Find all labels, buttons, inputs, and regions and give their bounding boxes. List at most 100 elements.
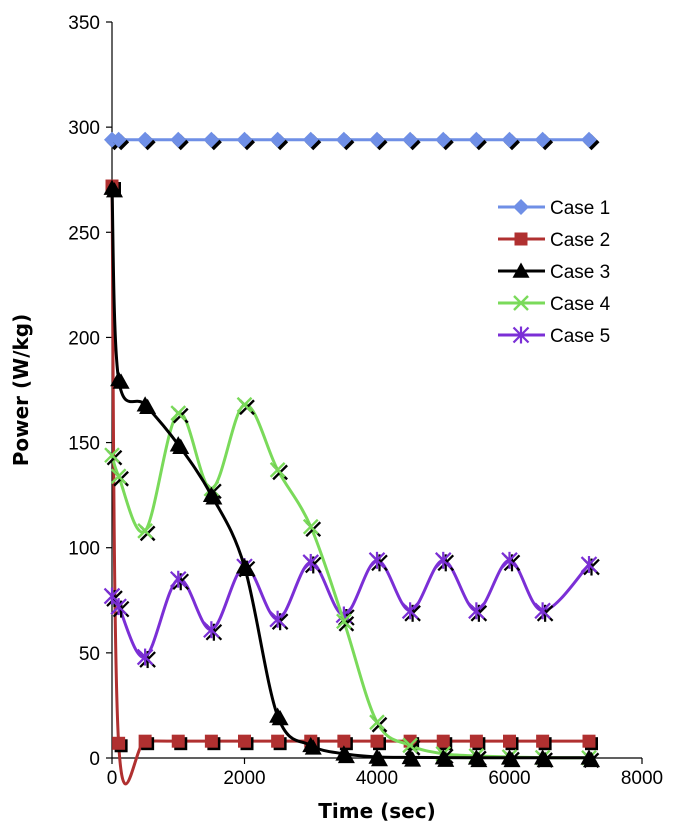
y-axis-title: Power (W/kg) [9, 314, 33, 467]
data-point [170, 131, 187, 148]
data-point [302, 518, 319, 535]
data-point [534, 602, 551, 620]
legend-label: Case 5 [550, 326, 610, 347]
data-point [302, 131, 319, 148]
series-layer [103, 131, 600, 786]
data-point [269, 707, 287, 723]
legend-label: Case 1 [550, 198, 610, 219]
data-point [269, 131, 286, 148]
data-point [469, 734, 483, 748]
legend-label: Case 4 [550, 294, 611, 315]
data-point [534, 749, 552, 765]
data-point [580, 749, 598, 765]
data-point [337, 734, 351, 748]
legend-item-case-2: Case 2 [498, 230, 610, 251]
data-point [435, 131, 452, 148]
data-point [238, 734, 251, 748]
y-tick-label: 200 [68, 328, 100, 349]
data-point [369, 131, 385, 148]
x-tick-label: 6000 [488, 768, 530, 789]
data-point [104, 447, 120, 464]
data-point [368, 551, 386, 569]
legend-marker [512, 326, 530, 344]
series-case-3 [103, 179, 600, 768]
legend-marker [513, 295, 529, 311]
data-point [110, 370, 128, 387]
data-point [202, 486, 220, 502]
data-point [402, 131, 419, 148]
y-tick-label: 0 [89, 749, 100, 770]
data-point [302, 736, 320, 753]
legend-item-case-5: Case 5 [498, 326, 610, 347]
y-tick-label: 50 [79, 644, 100, 665]
data-point [269, 610, 286, 628]
series-case-1 [104, 131, 600, 151]
data-point [582, 734, 596, 748]
legend-label: Case 3 [550, 262, 610, 283]
data-point [203, 131, 220, 148]
data-point [336, 613, 352, 630]
data-point [269, 462, 286, 478]
legend-marker [513, 199, 529, 215]
data-point [580, 556, 598, 574]
legend-item-case-4: Case 4 [498, 294, 611, 315]
data-point [434, 551, 452, 569]
data-point [203, 621, 220, 639]
x-tick-label: 8000 [621, 768, 663, 789]
legend-marker [512, 262, 530, 278]
data-point [468, 602, 485, 620]
data-point [137, 523, 153, 539]
data-point [112, 736, 126, 750]
data-point [536, 734, 550, 748]
data-point [136, 648, 154, 666]
data-point [335, 131, 352, 148]
data-point [401, 748, 419, 765]
x-axis-title: Time (sec) [318, 799, 435, 823]
data-point [204, 734, 218, 748]
legend-marker [514, 232, 528, 246]
data-point [137, 131, 154, 148]
legend-item-case-3: Case 3 [498, 262, 610, 283]
data-point [103, 179, 121, 195]
data-point [236, 396, 253, 413]
data-point [434, 749, 452, 765]
data-point [110, 598, 127, 616]
data-point [401, 602, 419, 620]
y-tick-label: 150 [68, 434, 100, 455]
data-point [138, 734, 152, 748]
data-point [236, 558, 253, 574]
data-point [468, 131, 485, 148]
data-point [335, 745, 353, 761]
y-tick-label: 350 [68, 13, 100, 34]
x-tick-label: 0 [107, 768, 118, 789]
data-point [370, 734, 384, 748]
data-point [467, 749, 485, 765]
data-point [402, 737, 418, 754]
legend-label: Case 2 [550, 230, 610, 251]
data-point [368, 748, 386, 764]
y-tick-label: 250 [68, 223, 100, 244]
data-point [110, 131, 127, 148]
data-point [136, 396, 154, 412]
y-tick-label: 100 [68, 539, 100, 560]
data-point [170, 405, 187, 421]
data-point [501, 551, 518, 569]
series-line [110, 558, 591, 659]
data-point [236, 131, 253, 148]
ticks: 0 50 100 150 200 250 300 350 0 2000 4000 6000 8000 [68, 13, 663, 789]
x-tick-label: 4000 [356, 768, 398, 789]
y-tick-label: 300 [68, 118, 100, 139]
data-point [369, 714, 385, 731]
data-point [110, 468, 127, 485]
x-tick-label: 2000 [223, 768, 265, 789]
legend: Case 1 Case 2 Case 3 Case 4 Case 5 [498, 198, 611, 347]
data-point [169, 570, 187, 588]
data-point [103, 587, 121, 605]
legend-item-case-1: Case 1 [498, 198, 610, 219]
data-point [171, 734, 185, 748]
data-point [501, 749, 518, 765]
data-point [271, 734, 285, 748]
data-point [436, 734, 450, 748]
data-point [581, 131, 597, 148]
